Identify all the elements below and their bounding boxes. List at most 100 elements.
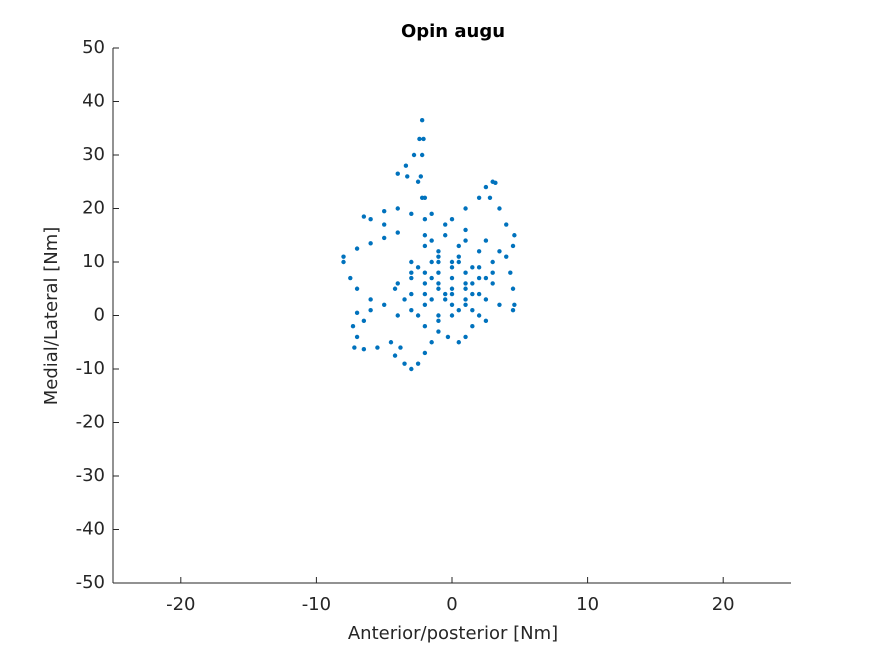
y-tick-label: 20: [82, 198, 105, 219]
y-tick-label: -30: [76, 465, 105, 486]
scatter-point: [476, 195, 482, 200]
x-tick-label: 20: [712, 594, 735, 615]
scatter-point: [395, 230, 400, 235]
scatter-point: [421, 136, 426, 142]
scatter-point: [361, 214, 367, 219]
scatter-point: [476, 291, 482, 297]
scatter-point: [449, 302, 455, 307]
x-tick-label: 0: [446, 594, 457, 615]
scatter-point: [415, 313, 421, 318]
scatter-point: [341, 259, 346, 265]
y-tick-label: 30: [82, 144, 105, 165]
scatter-point: [483, 318, 489, 324]
scatter-point: [463, 238, 468, 243]
scatter-point: [361, 347, 367, 352]
scatter-point: [443, 291, 448, 297]
scatter-point: [409, 259, 414, 265]
scatter-point: [449, 275, 455, 281]
scatter-point: [409, 366, 414, 372]
scatter-point: [382, 222, 387, 227]
scatter-point: [445, 334, 451, 340]
scatter-point: [341, 254, 346, 259]
scatter-point: [436, 329, 441, 334]
scatter-point: [419, 118, 425, 123]
scatter-point: [409, 291, 414, 297]
scatter-point: [419, 152, 425, 158]
scatter-point: [382, 302, 387, 307]
scatter-point: [449, 313, 455, 318]
scatter-point: [409, 307, 414, 313]
scatter-point: [422, 195, 428, 200]
scatter-point: [510, 307, 516, 313]
scatter-point: [422, 281, 428, 286]
scatter-point: [443, 233, 448, 238]
scatter-point: [436, 313, 441, 318]
scatter-point: [463, 281, 468, 286]
scatter-point: [395, 206, 400, 211]
scatter-point: [449, 286, 455, 291]
y-tick-label: 50: [82, 37, 105, 58]
y-tick-label: -20: [76, 412, 105, 433]
scatter-point: [354, 246, 360, 251]
scatter-point: [417, 136, 422, 142]
scatter-point: [392, 286, 398, 291]
scatter-point: [350, 324, 356, 329]
scatter-point: [508, 270, 513, 275]
scatter-point: [470, 265, 475, 270]
scatter-point: [375, 345, 380, 350]
scatter-point: [497, 302, 502, 307]
scatter-point: [463, 334, 468, 340]
scatter-point: [449, 291, 455, 297]
scatter-point: [463, 206, 468, 211]
scatter-point: [368, 307, 373, 313]
x-axis-label: Anterior/posterior [Nm]: [348, 623, 558, 644]
scatter-point: [497, 206, 502, 211]
scatter-point: [456, 307, 461, 313]
scatter-point: [422, 350, 428, 356]
y-tick-label: 10: [82, 251, 105, 272]
scatter-point: [510, 286, 516, 291]
scatter-point: [395, 171, 400, 176]
scatter-point: [463, 297, 468, 302]
scatter-point: [476, 265, 482, 270]
scatter-point: [409, 275, 414, 281]
scatter-point: [429, 211, 434, 217]
scatter-point: [470, 324, 475, 329]
scatter-point: [415, 265, 421, 270]
scatter-point: [483, 238, 489, 243]
scatter-point: [382, 208, 387, 214]
x-tick-label: 10: [576, 594, 599, 615]
scatter-point: [403, 163, 409, 168]
scatter-point: [512, 302, 517, 307]
scatter-point: [463, 302, 468, 307]
scatter-point: [405, 174, 410, 179]
scatter-point: [470, 281, 475, 286]
scatter-point: [422, 291, 428, 297]
scatter-point: [487, 195, 493, 200]
scatter-point: [354, 310, 360, 316]
scatter-point: [463, 286, 468, 291]
scatter-point: [504, 254, 509, 259]
scatter-point: [354, 334, 360, 340]
scatter-point: [436, 281, 441, 286]
scatter-point: [352, 345, 357, 350]
scatter-point: [483, 184, 489, 190]
y-tick-label: -10: [76, 358, 105, 379]
scatter-point: [422, 217, 428, 222]
scatter-point: [483, 275, 489, 281]
y-tick-label: -50: [76, 572, 105, 593]
scatter-point: [436, 286, 441, 291]
scatter-point: [429, 259, 434, 265]
scatter-point: [415, 179, 421, 184]
scatter-point: [497, 249, 502, 254]
scatter-point: [418, 174, 424, 179]
scatter-point: [422, 243, 428, 249]
scatter-point: [395, 313, 400, 318]
scatter-point: [422, 270, 428, 275]
scatter-point: [382, 235, 387, 241]
scatter-point: [493, 180, 498, 186]
scatter-point: [470, 307, 475, 313]
